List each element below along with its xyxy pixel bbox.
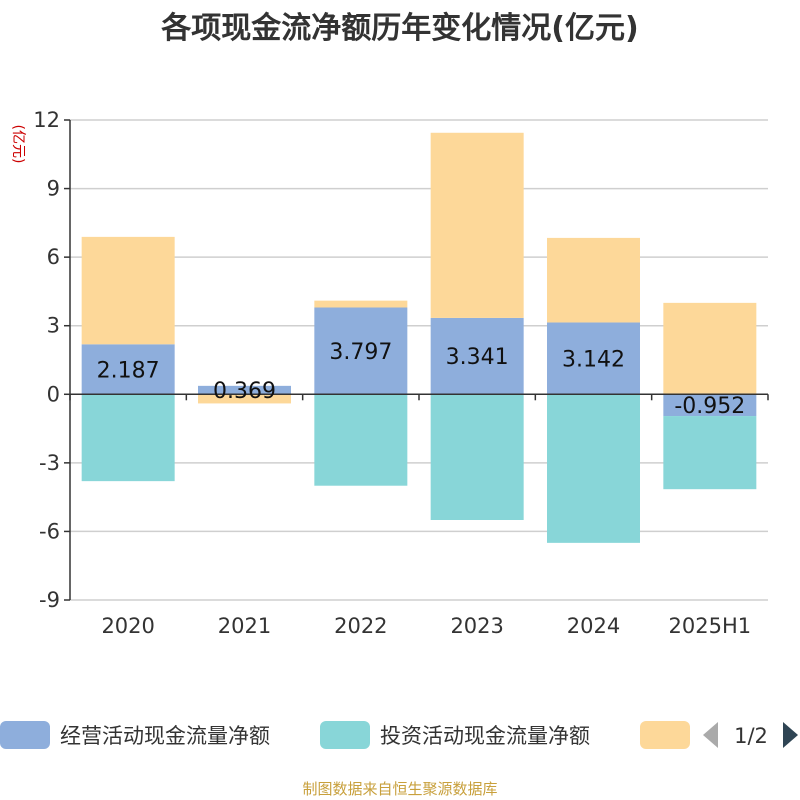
y-tick-label: 0 <box>47 382 60 406</box>
bar-series-1-2020 <box>81 344 175 395</box>
bar-series-2-2023 <box>430 394 524 520</box>
bar-series-1-2025H1 <box>663 394 757 417</box>
data-label: 3.341 <box>446 345 509 370</box>
legend: 经营活动现金流量净额 投资活动现金流量净额 1/2 <box>0 721 798 749</box>
y-tick-label: 6 <box>47 245 60 269</box>
bar-series-1-2022 <box>314 307 408 395</box>
bar-series-3-2021 <box>198 394 291 404</box>
y-axis-label: (亿元) <box>10 125 26 164</box>
grid-lines <box>70 119 768 601</box>
bar-series-1-2024 <box>547 322 640 395</box>
prev-page-icon[interactable] <box>703 722 718 748</box>
legend-label: 经营活动现金流量净额 <box>60 724 270 748</box>
x-tick-label: 2021 <box>218 614 271 638</box>
bar-series-3-2023 <box>430 132 524 318</box>
x-tick-label: 2023 <box>450 614 503 638</box>
bar-series-2-2024 <box>547 394 640 543</box>
bar-series-2-2020 <box>81 394 175 482</box>
data-label: 0.369 <box>213 379 276 404</box>
axes: 12 9 6 3 0 -3 -6 -9 2020 2021 2022 2023 2024 2025H1 <box>33 108 769 638</box>
y-tick-label: -9 <box>39 588 60 612</box>
bar-series-1-2023 <box>430 317 524 395</box>
bar-series-3-2025H1 <box>663 302 757 395</box>
data-labels: 2.187 0.369 3.797 3.341 3.142 -0.952 <box>97 340 746 419</box>
data-label: 3.142 <box>562 347 625 372</box>
y-tick-label: 9 <box>47 177 60 201</box>
legend-item-1[interactable]: 经营活动现金流量净额 <box>0 721 270 749</box>
next-page-icon[interactable] <box>783 722 798 748</box>
source-note: 制图数据来自恒生聚源数据库 <box>302 780 497 798</box>
bar-series-3-2020 <box>81 236 175 345</box>
legend-swatch <box>0 721 50 749</box>
bar-series-2-2022 <box>314 394 408 486</box>
bar-series-3-2022 <box>314 300 408 308</box>
bar-series-2-2025H1 <box>663 416 757 490</box>
data-label: -0.952 <box>674 394 745 419</box>
chart-title: 各项现金流净额历年变化情况(亿元) <box>160 11 638 46</box>
y-tick-label: 12 <box>33 108 60 132</box>
x-tick-label: 2022 <box>334 614 387 638</box>
bars <box>81 132 757 543</box>
legend-item-2[interactable]: 投资活动现金流量净额 <box>320 721 590 749</box>
legend-label: 投资活动现金流量净额 <box>380 724 590 748</box>
bar-series-1-2021 <box>198 385 291 395</box>
bar-series-3-2024 <box>547 237 640 323</box>
legend-page-indicator: 1/2 <box>734 724 768 748</box>
y-tick-label: 3 <box>47 314 60 338</box>
data-label: 3.797 <box>329 340 392 365</box>
x-tick-label: 2024 <box>567 614 620 638</box>
legend-swatch <box>320 721 370 749</box>
legend-swatch <box>640 721 690 749</box>
x-tick-label: 2025H1 <box>669 614 752 638</box>
data-label: 2.187 <box>97 358 160 383</box>
legend-item-3[interactable] <box>640 721 690 749</box>
y-tick-label: -3 <box>39 451 60 475</box>
x-tick-label: 2020 <box>101 614 154 638</box>
y-tick-label: -6 <box>39 519 60 543</box>
